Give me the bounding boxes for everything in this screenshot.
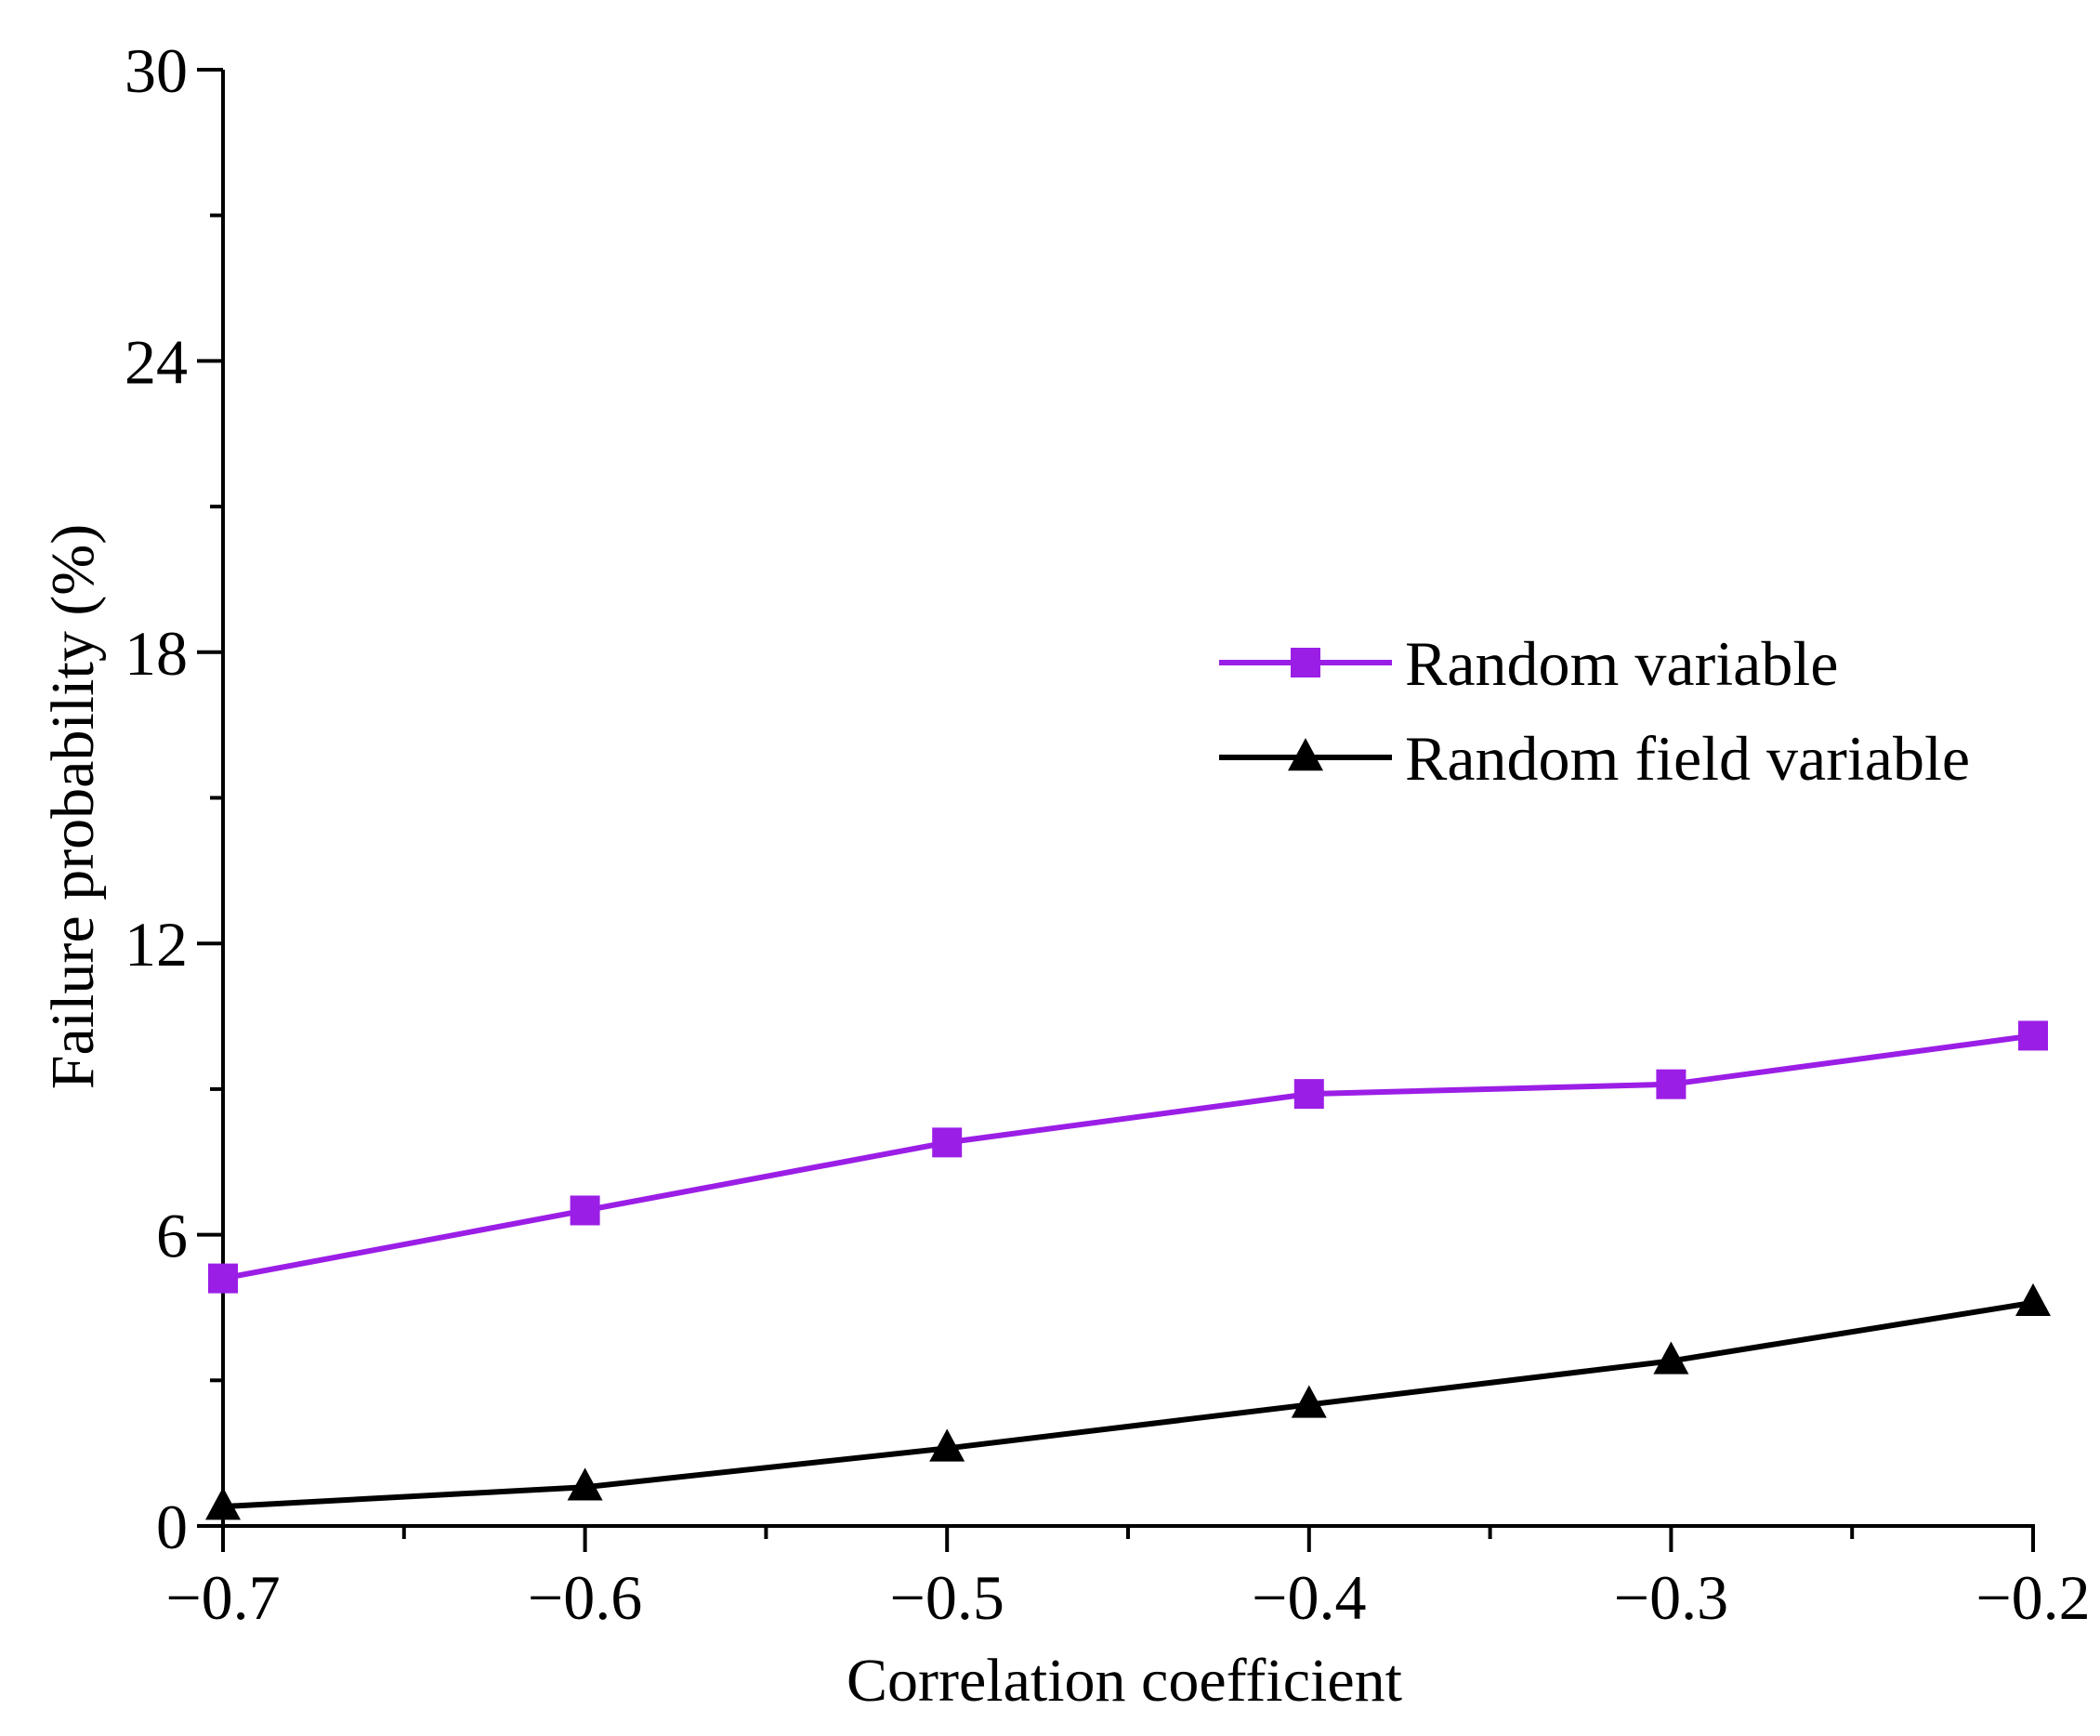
x-tick-label: −0.6 bbox=[528, 1562, 642, 1633]
legend-entry-1: Random variable bbox=[1219, 628, 1838, 699]
y-tick-label: 12 bbox=[125, 909, 188, 980]
y-tick-label: 30 bbox=[125, 35, 188, 106]
legend-marker bbox=[1291, 648, 1320, 677]
y-tick-label: 0 bbox=[156, 1492, 188, 1562]
y-tick-label: 6 bbox=[156, 1201, 188, 1271]
x-tick-label: −0.2 bbox=[1975, 1562, 2090, 1633]
data-point bbox=[205, 1487, 241, 1520]
series-2 bbox=[205, 1282, 2051, 1520]
data-point bbox=[1656, 1069, 1687, 1099]
data-point bbox=[567, 1467, 603, 1501]
ticks: 0 6 12 18 24 30 −0.7 −0.6 −0.5 −0.4 −0.3 −0.2 bbox=[125, 35, 2091, 1633]
legend-marker bbox=[1288, 738, 1323, 771]
y-tick-label: 18 bbox=[125, 618, 188, 689]
data-point bbox=[929, 1428, 965, 1462]
series-1 bbox=[208, 1020, 2048, 1294]
x-tick-label: −0.3 bbox=[1614, 1562, 1728, 1633]
data-point bbox=[570, 1195, 600, 1226]
y-tick-label: 24 bbox=[125, 326, 188, 397]
x-tick-label: −0.4 bbox=[1252, 1562, 1366, 1633]
data-point bbox=[932, 1127, 963, 1158]
data-point bbox=[1291, 1385, 1327, 1418]
legend-label: Random field variable bbox=[1405, 723, 1970, 794]
x-tick-label: −0.5 bbox=[890, 1562, 1004, 1633]
x-axis-title: Correlation coefficient bbox=[847, 1647, 1402, 1715]
legend-label: Random variable bbox=[1405, 628, 1838, 699]
y-axis-title: Failure probability (%) bbox=[39, 524, 107, 1090]
series-line bbox=[222, 1299, 2034, 1510]
data-point bbox=[1653, 1341, 1689, 1374]
data-point bbox=[1293, 1079, 1324, 1110]
legend: Random variable Random field variable bbox=[1219, 628, 1970, 794]
data-point bbox=[2015, 1282, 2051, 1316]
data-point bbox=[208, 1263, 238, 1294]
legend-entry-2: Random field variable bbox=[1219, 723, 1970, 794]
series-layer bbox=[205, 1020, 2051, 1520]
axes bbox=[221, 70, 2035, 1528]
series-line bbox=[222, 1032, 2034, 1282]
x-tick-label: −0.7 bbox=[165, 1562, 280, 1633]
data-point bbox=[2018, 1020, 2048, 1051]
